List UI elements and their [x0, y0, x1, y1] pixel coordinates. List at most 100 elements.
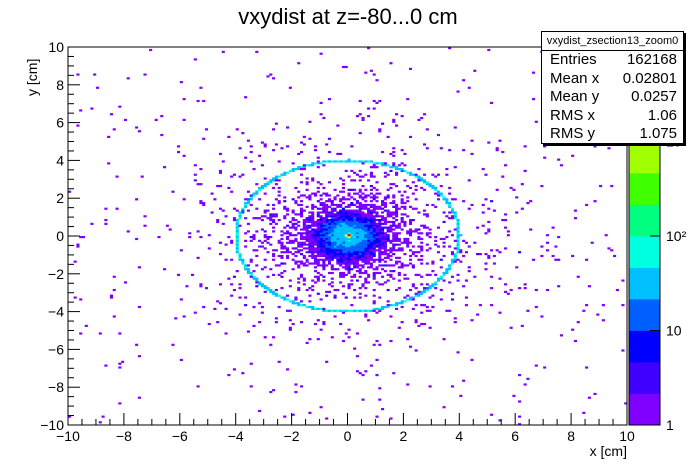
- heatmap-cell: [420, 262, 424, 265]
- heatmap-cell: [425, 249, 429, 252]
- heatmap-cell: [325, 249, 329, 252]
- heatmap-cell: [319, 183, 323, 186]
- heatmap-cell: [277, 294, 281, 297]
- heatmap-cell: [330, 249, 334, 252]
- heatmap-cell: [361, 264, 365, 267]
- heatmap-cell: [551, 226, 555, 229]
- heatmap-cell: [353, 236, 357, 239]
- heatmap-cell: [344, 262, 348, 265]
- heatmap-cell: [386, 164, 390, 167]
- heatmap-cell: [249, 275, 253, 278]
- heatmap-cell: [316, 247, 320, 250]
- heatmap-cell: [378, 232, 382, 235]
- heatmap-cell: [288, 326, 292, 329]
- heatmap-cell: [297, 266, 301, 269]
- heatmap-cell: [280, 241, 284, 244]
- heatmap-cell: [422, 287, 427, 290]
- heatmap-cell: [353, 228, 357, 231]
- heatmap-cell: [392, 247, 396, 250]
- heatmap-cell: [266, 75, 270, 78]
- heatmap-cell: [165, 224, 169, 227]
- heatmap-cell: [216, 220, 220, 224]
- heatmap-cell: [319, 201, 323, 205]
- heatmap-cell: [280, 243, 284, 246]
- heatmap-cell: [101, 415, 105, 418]
- heatmap-cell: [313, 266, 318, 269]
- heatmap-cell: [341, 275, 345, 278]
- heatmap-cell: [339, 205, 343, 208]
- heatmap-cell: [322, 236, 326, 239]
- heatmap-cell: [389, 226, 393, 229]
- heatmap-cell: [252, 192, 256, 195]
- heatmap-cell: [95, 86, 100, 89]
- heatmap-cell: [244, 268, 248, 271]
- heatmap-cell: [392, 200, 396, 203]
- heatmap-cell: [358, 194, 362, 197]
- heatmap-cell: [224, 332, 228, 335]
- heatmap-cell: [347, 192, 351, 195]
- heatmap-cell: [450, 234, 455, 237]
- heatmap-cell: [308, 120, 312, 123]
- heatmap-cell: [277, 186, 281, 190]
- heatmap-cell: [291, 226, 295, 229]
- heatmap-cell: [406, 215, 410, 218]
- heatmap-cell: [325, 215, 329, 218]
- heatmap-cell: [353, 230, 357, 233]
- heatmap-cell: [294, 260, 298, 263]
- heatmap-cell: [389, 213, 393, 216]
- heatmap-cell: [319, 198, 323, 201]
- heatmap-cell: [299, 236, 304, 239]
- heatmap-cell: [545, 288, 550, 292]
- heatmap-cell: [350, 188, 354, 191]
- heatmap-cell: [272, 179, 276, 182]
- heatmap-cell: [294, 228, 298, 231]
- heatmap-cell: [319, 236, 323, 239]
- heatmap-cell: [238, 283, 242, 286]
- heatmap-cell: [286, 145, 290, 148]
- heatmap-cell: [238, 313, 242, 316]
- heatmap-cell: [227, 236, 231, 239]
- heatmap-cell: [439, 147, 443, 150]
- heatmap-cell: [286, 309, 290, 312]
- heatmap-cell: [406, 264, 410, 267]
- heatmap-cell: [347, 209, 351, 212]
- heatmap-cell: [235, 239, 239, 242]
- heatmap-cell: [313, 232, 318, 235]
- heatmap-cell: [467, 266, 471, 269]
- heatmap-cell: [291, 217, 295, 220]
- heatmap-cell: [238, 224, 242, 227]
- heatmap-cell: [361, 118, 365, 122]
- heatmap-cell: [283, 247, 287, 250]
- heatmap-cell: [431, 305, 435, 309]
- heatmap-cell: [274, 198, 278, 201]
- heatmap-cell: [369, 234, 373, 237]
- heatmap-cell: [375, 188, 379, 191]
- heatmap-cell: [397, 247, 401, 250]
- heatmap-cell: [372, 224, 376, 227]
- heatmap-cell: [322, 260, 326, 263]
- heatmap-cell: [308, 249, 312, 252]
- heatmap-cell: [160, 115, 164, 118]
- heatmap-cell: [305, 341, 309, 345]
- heatmap-cell: [90, 222, 94, 225]
- heatmap-cell: [218, 241, 223, 244]
- heatmap-cell: [269, 236, 273, 239]
- heatmap-cell: [501, 218, 505, 222]
- heatmap-cell: [327, 205, 332, 208]
- heatmap-cell: [355, 247, 359, 250]
- heatmap-cell: [341, 258, 345, 261]
- heatmap-cell: [313, 275, 318, 278]
- heatmap-cell: [322, 192, 326, 195]
- heatmap-cell: [355, 205, 359, 208]
- heatmap-cell: [327, 241, 332, 244]
- heatmap-cell: [336, 249, 340, 252]
- heatmap-cell: [389, 220, 393, 224]
- colorbar-segment: [629, 362, 660, 394]
- heatmap-cell: [381, 228, 385, 231]
- heatmap-cell: [319, 194, 323, 197]
- heatmap-cell: [355, 264, 359, 267]
- heatmap-cell: [336, 226, 340, 229]
- heatmap-cell: [308, 137, 312, 140]
- heatmap-cell: [361, 285, 365, 288]
- heatmap-cell: [160, 133, 164, 137]
